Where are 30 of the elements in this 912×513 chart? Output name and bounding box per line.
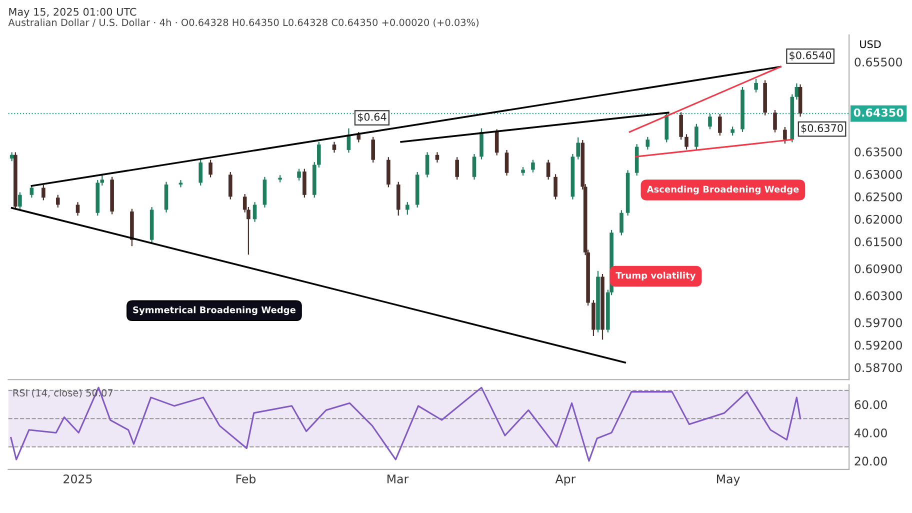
y-tick-label: 0.62000 <box>854 214 902 224</box>
chart-subtitle: May 15, 2025 01:00 UTC <box>9 8 136 18</box>
x-tick-label: 2025 <box>64 474 92 484</box>
annotation: $0.6540 <box>790 51 832 61</box>
y-tick-label: 0.61500 <box>854 237 902 246</box>
y-tick-label: 0.65500 <box>854 58 902 67</box>
y-tick-label: 0.60300 <box>854 291 902 300</box>
y-tick-label: 0.62500 <box>854 192 902 202</box>
y-axis-title: USD <box>860 40 881 48</box>
line-series <box>10 386 802 462</box>
y-tick-label: 0.63500 <box>854 147 902 156</box>
chart-title: Australian Dollar / U.S. Dollar · 4h · O0.64328 H0.64350 L0.64328 C0.64350 +0.00020 (+0.03%) <box>8 18 479 28</box>
annotation: Trump volatility <box>616 272 696 281</box>
annotation: $0.64 <box>358 112 386 122</box>
annotation: Ascending Broadening Wedge <box>646 186 799 194</box>
x-tick-label: Apr <box>555 474 576 486</box>
y-tick-label: 0.60900 <box>854 264 902 274</box>
annotation: Symmetrical Broadening Wedge <box>133 306 296 316</box>
y-tick-label: 0.58700 <box>854 363 902 372</box>
y-tick-label: 40.00 <box>854 428 887 438</box>
x-tick-label: Mar <box>388 474 409 484</box>
x-tick-label: Feb <box>236 474 256 484</box>
annotation: $0.6370 <box>801 124 843 134</box>
y-tick-label: 60.00 <box>854 400 887 410</box>
ref-line-label: 0.64350 <box>854 108 904 117</box>
y-tick-label: 20.00 <box>854 456 887 466</box>
y-tick-label: 0.59200 <box>854 340 902 350</box>
y-tick-label: 0.59700 <box>854 318 902 328</box>
x-tick-label: May <box>717 474 740 486</box>
y-tick-label: 0.63000 <box>854 170 902 179</box>
